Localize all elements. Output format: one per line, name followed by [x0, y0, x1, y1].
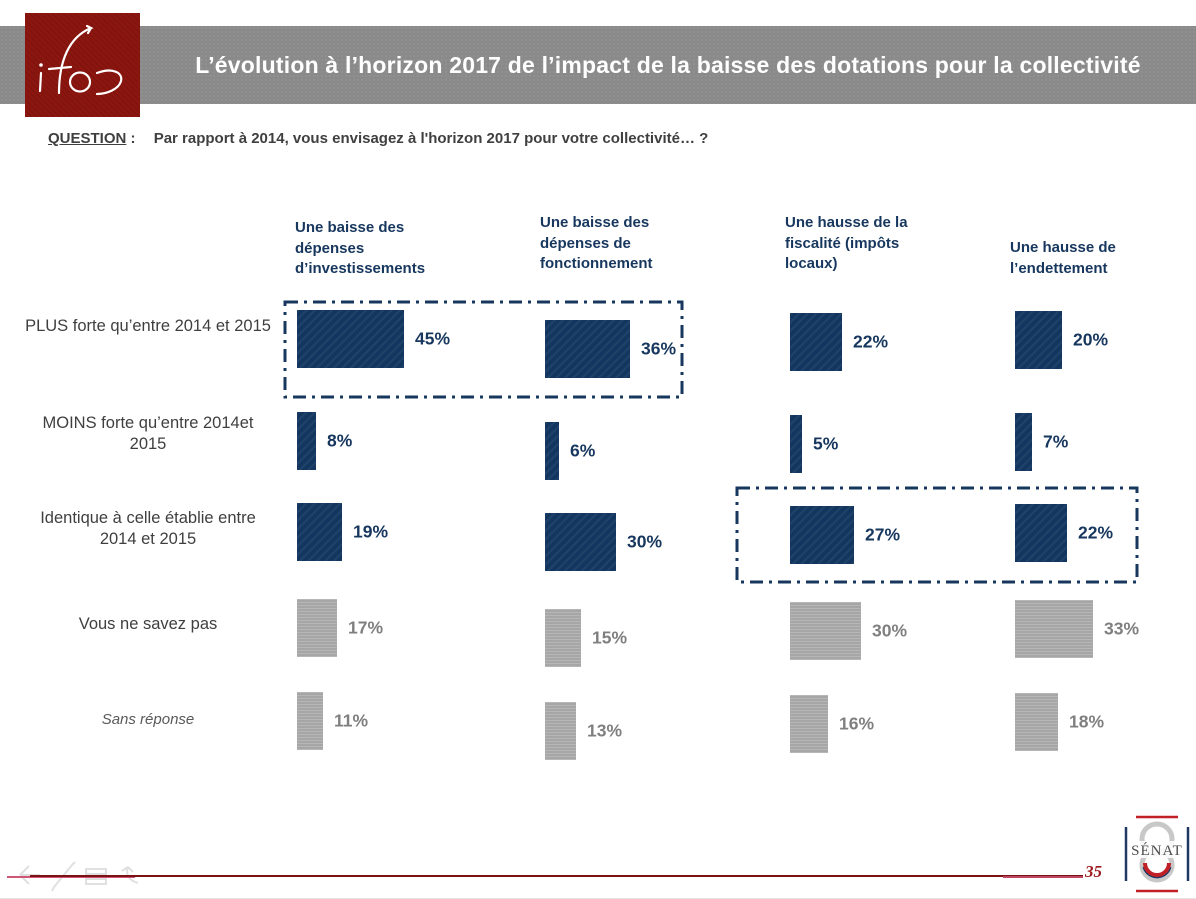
bar-series1-row2	[297, 412, 316, 470]
bar-series4-row4	[1015, 600, 1093, 658]
bar-value-series1-row4: 17%	[348, 617, 384, 638]
bar-series4-row3	[1015, 504, 1067, 562]
bar-value-series3-row4: 30%	[872, 620, 908, 641]
bar-value-series2-row2: 6%	[570, 440, 596, 461]
page-number: 35	[1085, 862, 1102, 881]
row-label-sans-reponse: Sans réponse	[101, 711, 195, 728]
footer-line-maroon	[30, 875, 1083, 877]
bar-series3-row2	[790, 415, 802, 473]
bar-value-series1-row1: 45%	[415, 328, 451, 349]
bar-value-series2-row1: 36%	[641, 338, 677, 359]
bar-value-series4-row4: 33%	[1104, 618, 1140, 639]
bar-value-series1-row2: 8%	[327, 430, 353, 451]
question-separator: :	[126, 130, 136, 147]
senat-logo-icon: SÉNAT	[1124, 815, 1190, 893]
footer-line-crimson	[1003, 876, 1083, 878]
bar-series1-row3	[297, 503, 342, 561]
bar-value-series3-row5: 16%	[839, 713, 875, 734]
bar-series1-row5	[297, 692, 323, 750]
bar-value-series3-row3: 27%	[865, 524, 901, 545]
question-text: Par rapport à 2014, vous envisagez à l'h…	[153, 130, 709, 147]
bar-series1-row4	[297, 599, 337, 657]
bar-series3-row1	[790, 313, 842, 371]
footer-line-pink	[7, 876, 135, 878]
bar-value-series4-row2: 7%	[1043, 431, 1069, 452]
senat-logo: SÉNAT	[1122, 811, 1192, 898]
bar-value-series2-row4: 15%	[592, 627, 628, 648]
bar-series4-row1	[1015, 311, 1062, 369]
row-label-plus-forte: PLUS forte qu’entre 2014 et 2015	[25, 317, 271, 335]
bar-series2-row2	[545, 422, 559, 480]
bar-value-series4-row5: 18%	[1069, 711, 1105, 732]
ifop-logo-icon	[38, 24, 123, 96]
row-label-moins-forte: MOINS forte qu’entre 2014et 2015	[42, 414, 254, 454]
page-title: L’évolution à l’horizon 2017 de l’impact…	[195, 51, 1141, 78]
bar-series2-row3	[545, 513, 616, 571]
column-header-investissements: Une baisse des dépenses d’investissement…	[295, 219, 426, 278]
bar-value-series3-row1: 22%	[853, 331, 889, 352]
ifop-logo	[25, 13, 140, 117]
bar-value-series3-row2: 5%	[813, 433, 839, 454]
bar-series4-row2	[1015, 413, 1032, 471]
bar-series1-row1	[297, 310, 404, 368]
header-banner: L’évolution à l’horizon 2017 de l’impact…	[0, 26, 1196, 104]
bar-value-series2-row3: 30%	[627, 531, 663, 552]
question-label: QUESTION	[48, 130, 127, 147]
bar-series2-row4	[545, 609, 581, 667]
bar-series2-row5	[545, 702, 576, 760]
column-header-fiscalite: Une hausse de la fiscalité (impôts locau…	[785, 214, 908, 273]
bar-value-series4-row3: 22%	[1078, 522, 1114, 543]
bar-series3-row5	[790, 695, 828, 753]
bar-value-series2-row5: 13%	[587, 720, 623, 741]
senat-logo-text: SÉNAT	[1131, 842, 1183, 859]
column-header-fonctionnement: Une baisse des dépenses de fonctionnemen…	[540, 214, 653, 273]
bar-series3-row4	[790, 602, 861, 660]
question-line: QUESTION : Par rapport à 2014, vous envi…	[48, 130, 708, 147]
bar-series3-row3	[790, 506, 854, 564]
row-label-identique: Identique à celle établie entre 2014 et …	[40, 509, 256, 549]
bar-series2-row1	[545, 320, 630, 378]
column-header-endettement: Une hausse de l’endettement	[1010, 239, 1116, 277]
bar-series4-row5	[1015, 693, 1058, 751]
bar-value-series4-row1: 20%	[1073, 329, 1109, 350]
bar-value-series1-row5: 11%	[334, 710, 369, 731]
table-lines-icon	[86, 873, 106, 880]
bar-value-series1-row3: 19%	[353, 521, 389, 542]
row-label-ne-sait-pas: Vous ne savez pas	[78, 615, 218, 633]
